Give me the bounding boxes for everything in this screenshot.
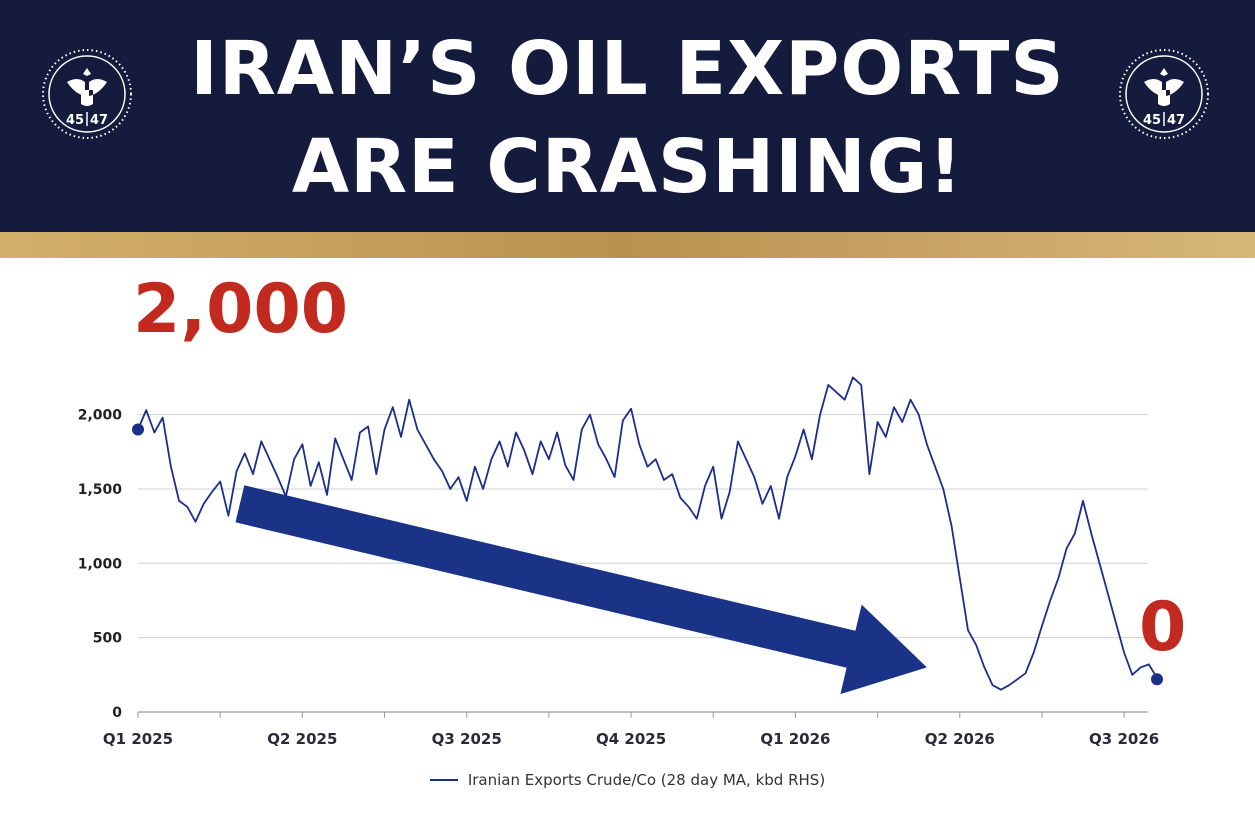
downtrend-arrow-icon [235, 485, 927, 695]
header-banner [0, 0, 1255, 232]
grid-lines [138, 414, 1148, 713]
series-marker [1151, 673, 1163, 686]
eagle-icon [1144, 68, 1184, 106]
x-tick-label: Q2 2026 [925, 730, 995, 748]
y-tick-label: 500 [93, 631, 122, 647]
x-tick-label: Q3 2026 [1089, 730, 1159, 748]
legend-label: Iranian Exports Crude/Co (28 day MA, kbd… [467, 771, 826, 789]
seal-number-47: 47 [90, 113, 108, 128]
y-tick-label: 1,500 [78, 482, 123, 498]
series-markers [132, 423, 1163, 686]
series-line-iranian-exports [137, 376, 1158, 691]
x-axis-ticks: Q1 2025 Q2 2025 Q3 2025 Q4 2025 Q1 2026 Q2 20… [103, 712, 1159, 748]
series-marker [132, 423, 144, 436]
x-tick-label: Q4 2025 [596, 730, 666, 748]
y-tick-label: 1,000 [78, 556, 123, 572]
presidential-seal-left: 45 47 [42, 49, 132, 139]
y-axis-ticks: 0 500 1,000 1,500 2,000 [78, 408, 123, 721]
chart-legend: Iranian Exports Crude/Co (28 day MA, kbd… [0, 766, 1255, 789]
x-tick-label: Q1 2025 [103, 730, 173, 748]
seal-number-47: 47 [1167, 113, 1185, 128]
end-value-callout: 0 [1139, 588, 1187, 667]
presidential-seal-right: 45 47 [1119, 49, 1209, 139]
x-tick-label: Q3 2025 [432, 730, 502, 748]
seal-number-45: 45 [66, 113, 84, 128]
exports-line-chart: 0 500 1,000 1,500 2,000 Q1 2025 Q2 2025 Q3 202… [78, 376, 1163, 748]
y-tick-label: 2,000 [78, 408, 123, 424]
title-line-2: ARE CRASHING! [291, 124, 964, 210]
gold-stripe [0, 232, 1255, 258]
eagle-icon [67, 68, 107, 106]
title-line-1: IRAN’S OIL EXPORTS [190, 26, 1065, 112]
y-tick-label: 0 [112, 705, 122, 721]
start-value-callout: 2,000 [133, 270, 349, 349]
seal-number-45: 45 [1143, 113, 1161, 128]
x-tick-label: Q2 2025 [267, 730, 337, 748]
legend-line-swatch [429, 779, 458, 781]
x-tick-label: Q1 2026 [760, 730, 830, 748]
